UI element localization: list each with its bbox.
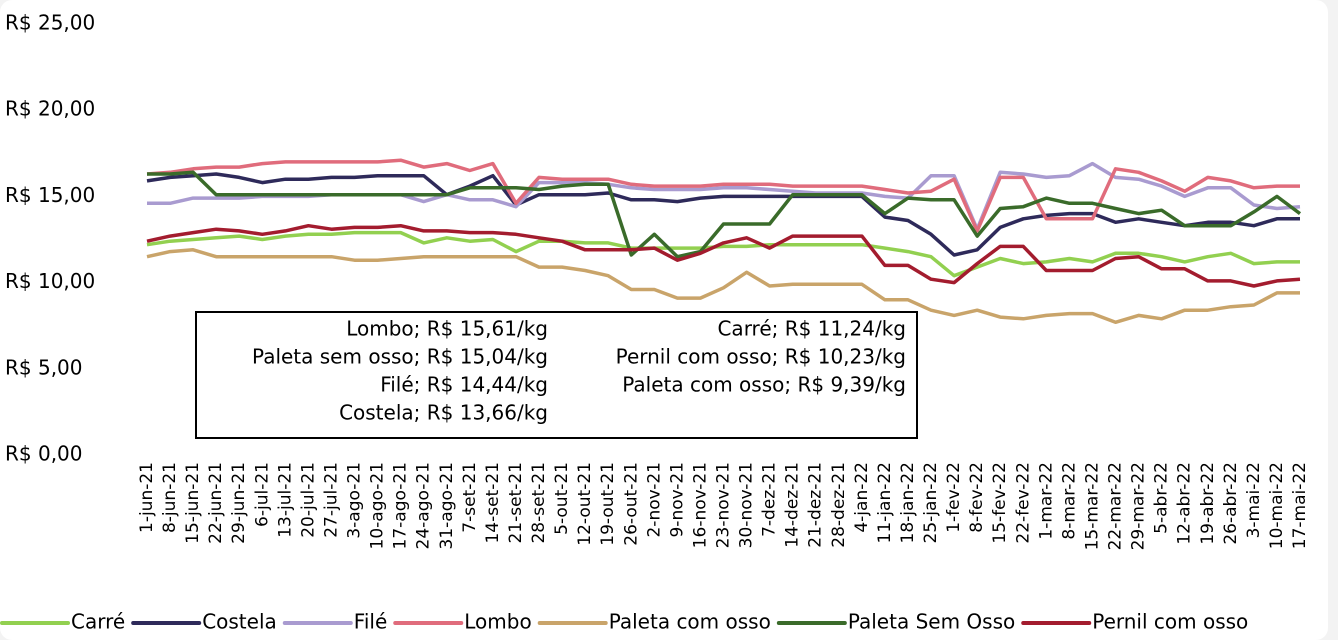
x-tick-label: 28-set-21 bbox=[529, 462, 549, 544]
x-tick-label: 1-fev-22 bbox=[944, 462, 964, 533]
y-tick-label: R$ 10,00 bbox=[5, 269, 95, 293]
x-tick-label: 1-mar-22 bbox=[1036, 462, 1056, 540]
x-tick-label: 26-out-21 bbox=[621, 462, 641, 546]
legend-label: Paleta Sem Osso bbox=[848, 610, 1015, 634]
x-tick-label: 19-abr-22 bbox=[1198, 462, 1218, 545]
x-tick-label: 28-dez-21 bbox=[829, 462, 849, 548]
legend-label: Filé bbox=[354, 610, 387, 634]
legend-label: Carré bbox=[71, 610, 125, 634]
x-tick-label: 14-set-21 bbox=[483, 462, 503, 544]
x-tick-label: 2-nov-21 bbox=[644, 462, 664, 538]
annotation: Filé; R$ 14,44/kg bbox=[380, 373, 548, 397]
x-tick-label: 25-jan-22 bbox=[921, 462, 941, 543]
series-line bbox=[147, 170, 1302, 259]
x-tick-label: 23-nov-21 bbox=[714, 462, 734, 548]
x-tick-label: 22-mar-22 bbox=[1106, 462, 1126, 550]
x-tick-label: 12-out-21 bbox=[575, 462, 595, 546]
annotation: Lombo; R$ 15,61/kg bbox=[346, 317, 548, 341]
x-tick-label: 1-jun-21 bbox=[137, 462, 157, 533]
series-line bbox=[146, 172, 1300, 257]
annotation: Costela; R$ 13,66/kg bbox=[339, 401, 548, 425]
annotation: Carré; R$ 11,24/kg bbox=[717, 317, 906, 341]
y-tick-label: R$ 15,00 bbox=[5, 183, 95, 207]
x-tick-label: 18-jan-22 bbox=[898, 462, 918, 543]
x-tick-label: 9-nov-21 bbox=[667, 462, 687, 538]
x-tick-label: 29-jun-21 bbox=[229, 462, 249, 544]
x-tick-label: 5-out-21 bbox=[552, 462, 572, 535]
x-tick-label: 16-nov-21 bbox=[690, 462, 710, 548]
annotation: Pernil com osso; R$ 10,23/kg bbox=[616, 345, 906, 369]
x-tick-label: 15-fev-22 bbox=[990, 462, 1010, 544]
y-tick-label: R$ 0,00 bbox=[5, 442, 83, 466]
x-tick-label: 8-mar-22 bbox=[1059, 462, 1079, 540]
legend-label: Costela bbox=[202, 610, 277, 634]
x-tick-label: 24-ago-21 bbox=[414, 462, 434, 549]
x-tick-label: 12-abr-22 bbox=[1175, 462, 1195, 545]
annotation: Paleta sem osso; R$ 15,04/kg bbox=[252, 345, 548, 369]
series-line bbox=[146, 158, 1300, 233]
series-line bbox=[146, 230, 1300, 278]
legend-label: Lombo bbox=[464, 610, 531, 634]
x-tick-label: 21-dez-21 bbox=[806, 462, 826, 548]
x-tick-label: 5-abr-22 bbox=[1152, 462, 1172, 534]
series-line bbox=[146, 223, 1301, 288]
x-tick-label: 31-ago-21 bbox=[437, 462, 457, 549]
x-tick-label: 8-jun-21 bbox=[160, 462, 180, 533]
x-tick-label: 14-dez-21 bbox=[783, 462, 803, 548]
annotation: Paleta com osso; R$ 9,39/kg bbox=[622, 373, 906, 397]
annotation-box bbox=[195, 311, 918, 439]
x-tick-label: 17-ago-21 bbox=[391, 462, 411, 549]
x-tick-label: 27-jul-21 bbox=[321, 462, 341, 538]
x-tick-label: 22-fev-22 bbox=[1013, 462, 1033, 544]
x-tick-label: 20-jul-21 bbox=[298, 462, 318, 538]
x-tick-label: 3-mai-22 bbox=[1244, 462, 1264, 538]
x-tick-label: 11-jan-22 bbox=[875, 462, 895, 543]
legend-label: Paleta com osso bbox=[609, 610, 771, 634]
x-tick-label: 4-jan-22 bbox=[852, 462, 872, 533]
series-line bbox=[146, 248, 1300, 325]
x-tick-label: 6-jul-21 bbox=[252, 462, 272, 527]
x-tick-label: 7-set-21 bbox=[460, 462, 480, 533]
x-tick-label: 22-jun-21 bbox=[206, 462, 226, 544]
x-tick-label: 21-set-21 bbox=[506, 462, 526, 544]
x-tick-label: 17-mai-22 bbox=[1290, 462, 1310, 549]
x-tick-label: 3-ago-21 bbox=[345, 462, 365, 539]
x-tick-label: 15-mar-22 bbox=[1082, 462, 1102, 550]
x-tick-label: 29-mar-22 bbox=[1129, 462, 1149, 550]
x-tick-label: 7-dez-21 bbox=[760, 462, 780, 537]
x-tick-label: 13-jul-21 bbox=[275, 462, 295, 538]
y-tick-label: R$ 20,00 bbox=[5, 97, 95, 121]
x-tick-label: 26-abr-22 bbox=[1221, 462, 1241, 545]
y-tick-label: R$ 25,00 bbox=[5, 11, 95, 35]
x-tick-label: 15-jun-21 bbox=[183, 462, 203, 544]
x-tick-label: 30-nov-21 bbox=[737, 462, 757, 548]
y-tick-label: R$ 5,00 bbox=[5, 355, 83, 379]
legend-label: Pernil com osso bbox=[1092, 610, 1248, 634]
x-tick-label: 8-fev-22 bbox=[967, 462, 987, 533]
x-tick-label: 19-out-21 bbox=[598, 462, 618, 546]
x-tick-label: 10-ago-21 bbox=[368, 462, 388, 549]
x-tick-label: 10-mai-22 bbox=[1267, 462, 1287, 549]
